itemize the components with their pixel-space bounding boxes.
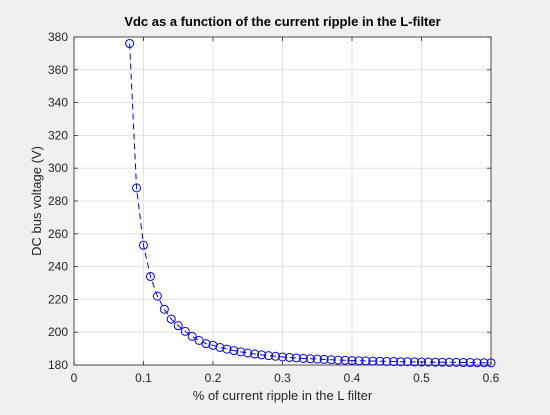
data-point (403, 357, 413, 367)
data-point (298, 353, 308, 363)
data-point (451, 357, 461, 367)
data-point (139, 240, 148, 250)
y-tick-label: 200 (48, 325, 68, 339)
data-point (396, 357, 406, 367)
data-point (278, 352, 287, 362)
data-point (319, 354, 329, 364)
data-point (236, 347, 246, 357)
y-tick-label: 260 (48, 227, 68, 241)
y-tick-label: 240 (48, 260, 68, 274)
data-point (271, 351, 281, 361)
data-point (486, 358, 496, 368)
data-point (250, 349, 260, 359)
data-point (305, 354, 315, 364)
data-point (312, 354, 322, 364)
data-point (166, 314, 176, 324)
y-tick-label: 300 (48, 161, 68, 175)
data-point (125, 39, 135, 49)
y-tick-label: 380 (48, 30, 68, 44)
data-point (180, 326, 190, 336)
x-tick-label: 0.6 (483, 371, 500, 385)
x-axis-label: % of current ripple in the L filter (193, 388, 373, 403)
data-point (354, 356, 364, 366)
axis-ticks (73, 36, 492, 366)
data-point (410, 357, 420, 367)
data-point (368, 356, 378, 366)
chart-title: Vdc as a function of the current ripple … (124, 14, 440, 29)
data-point (479, 358, 489, 368)
data-point (333, 355, 343, 365)
x-tick-label: 0.2 (205, 371, 222, 385)
data-point (291, 353, 301, 363)
x-tick-label: 0 (71, 371, 78, 385)
data-point (465, 358, 475, 368)
data-point (382, 356, 392, 366)
data-point (417, 357, 426, 367)
data-point (222, 344, 232, 354)
data-point (145, 271, 155, 281)
data-point (243, 348, 253, 358)
x-tick-label: 0.4 (344, 371, 361, 385)
data-point (444, 357, 454, 367)
y-tick-label: 280 (48, 194, 68, 208)
y-tick-labels: 180 200 220 240 260 280 300 320 340 360 380 (48, 30, 68, 372)
data-point (347, 356, 357, 366)
x-tick-label: 0.3 (274, 371, 291, 385)
series-group (125, 39, 496, 368)
data-point (264, 351, 274, 361)
data-point (389, 357, 399, 367)
data-point (201, 339, 211, 349)
data-point (173, 321, 183, 331)
x-tick-label: 0.1 (135, 371, 152, 385)
data-point (284, 352, 294, 362)
data-point (208, 340, 218, 350)
data-point (375, 356, 385, 366)
data-point (472, 358, 482, 368)
y-tick-label: 180 (48, 358, 68, 372)
data-point (132, 183, 142, 193)
y-tick-label: 340 (48, 96, 68, 110)
data-point (159, 304, 169, 314)
series-line (129, 43, 492, 364)
data-point (437, 357, 447, 367)
y-tick-label: 220 (48, 292, 68, 306)
data-point (423, 357, 433, 367)
data-point (458, 358, 468, 368)
data-point (152, 291, 162, 301)
data-point (340, 355, 350, 365)
x-tick-labels: 0 0.1 0.2 0.3 0.4 0.5 0.6 (71, 371, 500, 385)
data-point (229, 346, 239, 356)
data-point (430, 357, 440, 367)
data-point (361, 356, 371, 366)
y-axis-label: DC bus voltage (V) (29, 146, 44, 256)
data-point (187, 331, 197, 341)
data-point (257, 350, 267, 360)
y-tick-label: 360 (48, 63, 68, 77)
x-tick-label: 0.5 (413, 371, 430, 385)
data-point (215, 342, 225, 352)
data-point (326, 355, 336, 365)
y-tick-label: 320 (48, 128, 68, 142)
